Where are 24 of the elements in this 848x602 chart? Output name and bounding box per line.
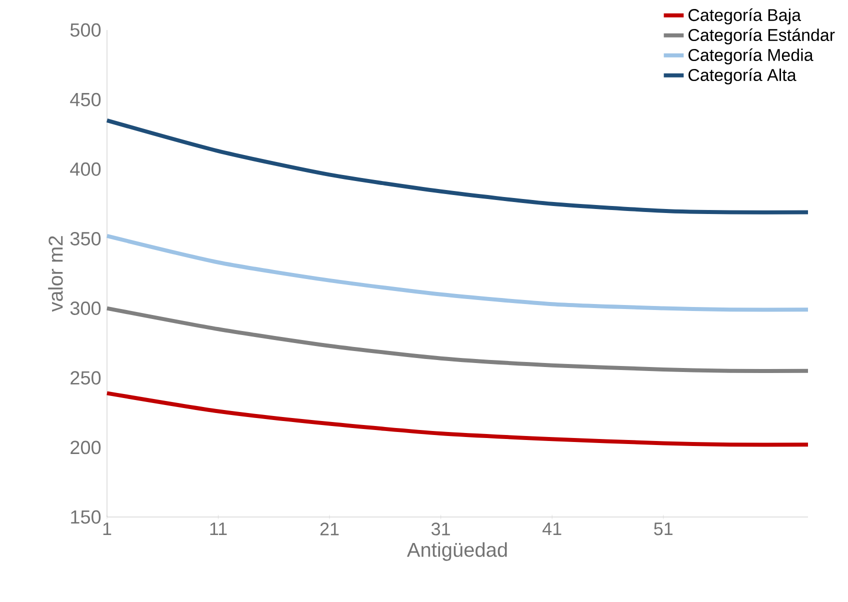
x-tick-label: 1 (103, 522, 112, 536)
line-series (105, 234, 810, 312)
y-axis-title: valor m2 (48, 236, 63, 312)
y-tick-label: 400 (70, 162, 101, 176)
y-tick-label: 150 (71, 510, 101, 524)
x-tick-label: 41 (542, 522, 562, 536)
legend-label: Categoría Alta (688, 68, 796, 84)
line-series (105, 391, 810, 447)
legend-label: Categoría Baja (688, 8, 802, 24)
line-series (105, 306, 810, 373)
x-tick-label: 31 (431, 522, 450, 536)
x-tick-label: 21 (320, 522, 339, 536)
line-series (105, 118, 810, 214)
y-tick-label: 200 (70, 440, 101, 454)
y-tick-label: 350 (70, 232, 101, 246)
y-tick-label: 500 (70, 23, 101, 37)
legend-label: Categoría Media (688, 48, 814, 64)
y-tick-label: 450 (70, 92, 101, 106)
x-tick-label: 11 (210, 522, 227, 536)
x-tick-label: 51 (654, 522, 672, 536)
y-tick-label: 300 (70, 302, 101, 316)
y-tick-label: 250 (70, 371, 101, 385)
legend-label: Categoría Estándar (688, 28, 835, 44)
x-axis-title: Antigüedad (406, 542, 507, 561)
